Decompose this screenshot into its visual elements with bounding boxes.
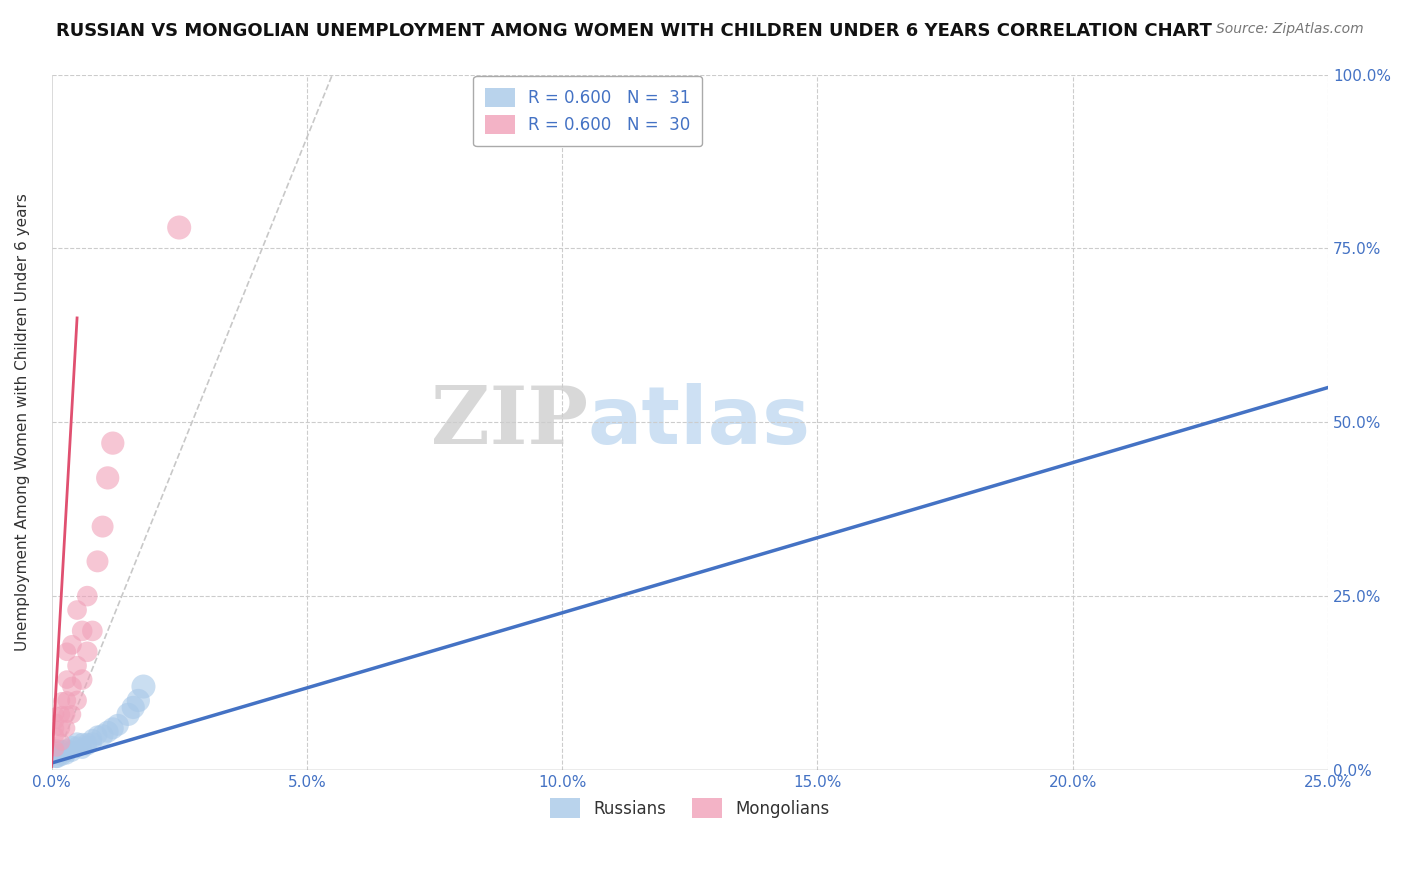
Point	[117, 707, 139, 722]
Point	[45, 753, 67, 767]
Text: atlas: atlas	[588, 384, 811, 461]
Point	[45, 749, 67, 764]
Point	[70, 735, 93, 749]
Point	[66, 603, 89, 617]
Point	[167, 220, 190, 235]
Point	[60, 638, 83, 652]
Point	[51, 707, 73, 722]
Point	[56, 721, 79, 735]
Point	[45, 742, 67, 756]
Point	[56, 693, 79, 707]
Point	[66, 735, 89, 749]
Point	[70, 742, 93, 756]
Point	[107, 718, 129, 732]
Point	[82, 731, 104, 746]
Point	[70, 673, 93, 687]
Text: Source: ZipAtlas.com: Source: ZipAtlas.com	[1216, 22, 1364, 37]
Point	[56, 742, 79, 756]
Point	[66, 742, 89, 756]
Text: ZIP: ZIP	[430, 384, 588, 461]
Text: RUSSIAN VS MONGOLIAN UNEMPLOYMENT AMONG WOMEN WITH CHILDREN UNDER 6 YEARS CORREL: RUSSIAN VS MONGOLIAN UNEMPLOYMENT AMONG …	[56, 22, 1212, 40]
Point	[56, 746, 79, 760]
Point	[56, 749, 79, 764]
Point	[51, 693, 73, 707]
Point	[45, 714, 67, 729]
Point	[45, 707, 67, 722]
Point	[45, 721, 67, 735]
Point	[101, 721, 124, 735]
Y-axis label: Unemployment Among Women with Children Under 6 years: Unemployment Among Women with Children U…	[15, 194, 30, 651]
Point	[51, 721, 73, 735]
Point	[97, 471, 120, 485]
Point	[66, 658, 89, 673]
Point	[86, 728, 108, 742]
Point	[76, 645, 98, 659]
Point	[60, 739, 83, 753]
Point	[122, 700, 145, 714]
Point	[70, 624, 93, 638]
Point	[51, 735, 73, 749]
Point	[45, 728, 67, 742]
Point	[60, 680, 83, 694]
Point	[56, 645, 79, 659]
Point	[76, 589, 98, 603]
Point	[132, 680, 155, 694]
Point	[66, 739, 89, 753]
Point	[51, 749, 73, 764]
Point	[76, 739, 98, 753]
Point	[101, 436, 124, 450]
Point	[60, 707, 83, 722]
Point	[82, 735, 104, 749]
Point	[56, 673, 79, 687]
Legend: Russians, Mongolians: Russians, Mongolians	[544, 792, 837, 824]
Point	[91, 728, 114, 742]
Point	[56, 707, 79, 722]
Point	[60, 746, 83, 760]
Point	[76, 735, 98, 749]
Point	[51, 746, 73, 760]
Point	[91, 519, 114, 533]
Point	[45, 742, 67, 756]
Point	[60, 742, 83, 756]
Point	[97, 724, 120, 739]
Point	[66, 693, 89, 707]
Point	[82, 624, 104, 638]
Point	[127, 693, 149, 707]
Point	[51, 742, 73, 756]
Point	[86, 554, 108, 568]
